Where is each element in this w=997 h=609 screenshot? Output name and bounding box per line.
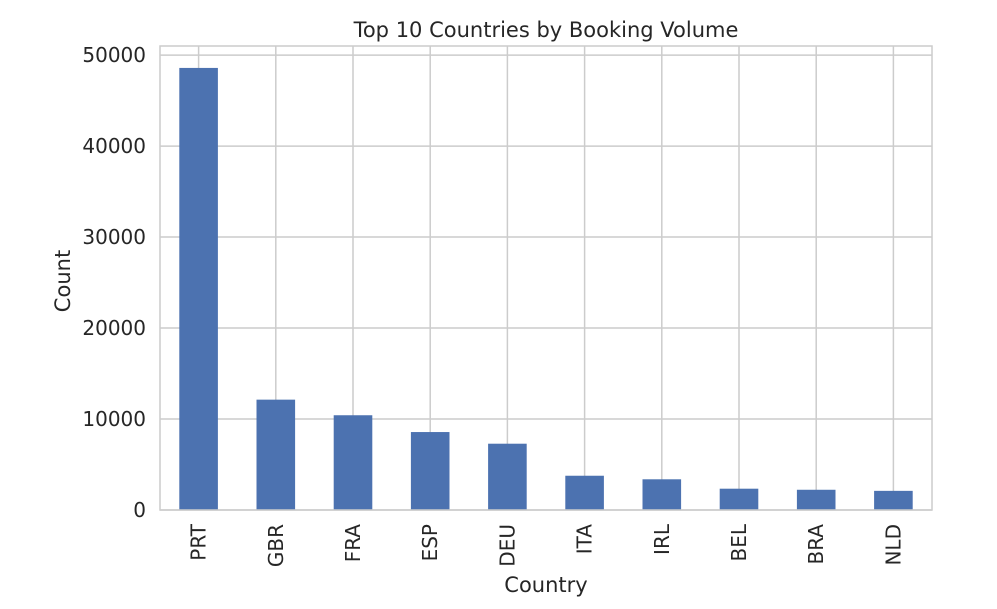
y-tick-label: 10000 bbox=[82, 407, 146, 431]
bar-ita bbox=[565, 475, 604, 510]
bar-irl bbox=[642, 479, 682, 510]
x-tick-label: BEL bbox=[727, 523, 751, 561]
grid-layer bbox=[160, 46, 932, 511]
y-tick-label: 50000 bbox=[82, 43, 146, 67]
bar-prt bbox=[179, 67, 218, 511]
x-tick-label: DEU bbox=[495, 524, 519, 567]
bar-nld bbox=[874, 490, 913, 510]
bar-deu bbox=[488, 443, 527, 510]
bar-esp bbox=[410, 432, 450, 510]
bar-gbr bbox=[256, 399, 296, 510]
x-tick-label: PRT bbox=[187, 523, 211, 561]
bar-bel bbox=[719, 488, 759, 510]
bars-layer bbox=[179, 67, 913, 511]
x-tick-label: ITA bbox=[573, 524, 597, 555]
x-axis-label: Country bbox=[504, 573, 587, 597]
plot-frame bbox=[159, 45, 933, 511]
x-tick-label: GBR bbox=[264, 524, 288, 567]
y-tick-label: 0 bbox=[133, 498, 146, 522]
x-tick-label: BRA bbox=[804, 524, 828, 565]
x-axis-ticks: PRT GBR FRA ESP DEU ITA IRL BEL BRA NLD bbox=[187, 523, 906, 567]
bar-bra bbox=[796, 489, 836, 510]
x-tick-label: FRA bbox=[341, 524, 365, 563]
y-tick-label: 40000 bbox=[82, 134, 146, 158]
y-axis-label: Count bbox=[51, 250, 75, 312]
bar-fra bbox=[333, 415, 373, 510]
x-tick-label: IRL bbox=[650, 523, 674, 555]
y-tick-label: 20000 bbox=[82, 316, 146, 340]
y-axis-ticks: 0 10000 20000 30000 40000 50000 bbox=[82, 43, 146, 522]
y-tick-label: 30000 bbox=[82, 225, 146, 249]
x-tick-label: NLD bbox=[881, 524, 905, 566]
chart-title: Top 10 Countries by Booking Volume bbox=[353, 18, 739, 42]
x-tick-label: ESP bbox=[418, 524, 442, 561]
